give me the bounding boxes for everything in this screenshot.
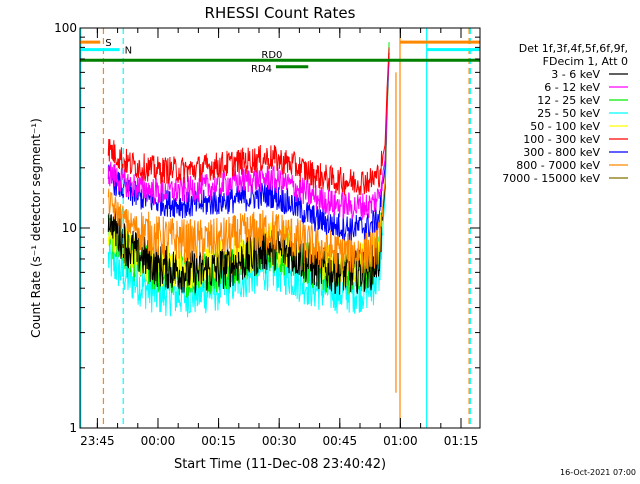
legend-header-line-1: Det 1f,3f,4f,5f,6f,9f, (519, 42, 628, 55)
legend-label-50-100-kev: 50 - 100 keV (530, 120, 600, 133)
x-tick-label-00-00: 00:00 (141, 434, 176, 448)
legend-label-800-7000-kev: 800 - 7000 keV (516, 159, 600, 172)
y-tick-label-1: 1 (69, 421, 77, 435)
x-tick-label-00-15: 00:15 (201, 434, 236, 448)
state-label-rd0: RD0 (261, 50, 282, 61)
chart-title: RHESSI Count Rates (205, 4, 356, 22)
y-axis-label: Count Rate (s⁻¹ detector segment⁻¹) (29, 118, 43, 338)
legend-label-3-6-kev: 3 - 6 keV (551, 68, 600, 81)
legend-label-300-800-kev: 300 - 800 keV (523, 146, 600, 159)
state-label-s: S (105, 38, 111, 49)
legend-label-100-300-kev: 100 - 300 keV (523, 133, 600, 146)
x-tick-label-00-30: 00:30 (262, 434, 297, 448)
state-label-n: N (125, 46, 132, 57)
series-line-6-12-kev (107, 49, 390, 220)
footer-timestamp: 16-Oct-2021 07:00 (560, 468, 636, 477)
legend-header-line-2: FDecim 1, Att 0 (543, 55, 628, 68)
legend-label-7000-15000-kev: 7000 - 15000 keV (502, 172, 600, 185)
legend-label-12-25-kev: 12 - 25 keV (537, 94, 600, 107)
legend-label-25-50-kev: 25 - 50 keV (537, 107, 600, 120)
legend-label-6-12-kev: 6 - 12 keV (544, 81, 600, 94)
x-axis-label: Start Time (11-Dec-08 23:40:42) (174, 457, 386, 472)
series-line-100-300-kev (107, 47, 390, 197)
x-tick-label-23-45: 23:45 (80, 434, 115, 448)
state-label-rd4: RD4 (251, 64, 272, 75)
y-tick-label-10: 10 (62, 221, 77, 235)
legend: Det 1f,3f,4f,5f,6f,9f, FDecim 1, Att 0 3… (502, 42, 628, 185)
series-line-800-7000-kev (107, 54, 390, 274)
x-tick-label-00-45: 00:45 (323, 434, 358, 448)
x-tick-label-01-15: 01:15 (444, 434, 479, 448)
y-tick-label-100: 100 (54, 21, 77, 35)
plot-frame (79, 27, 481, 429)
x-tick-label-01-00: 01:00 (383, 434, 418, 448)
